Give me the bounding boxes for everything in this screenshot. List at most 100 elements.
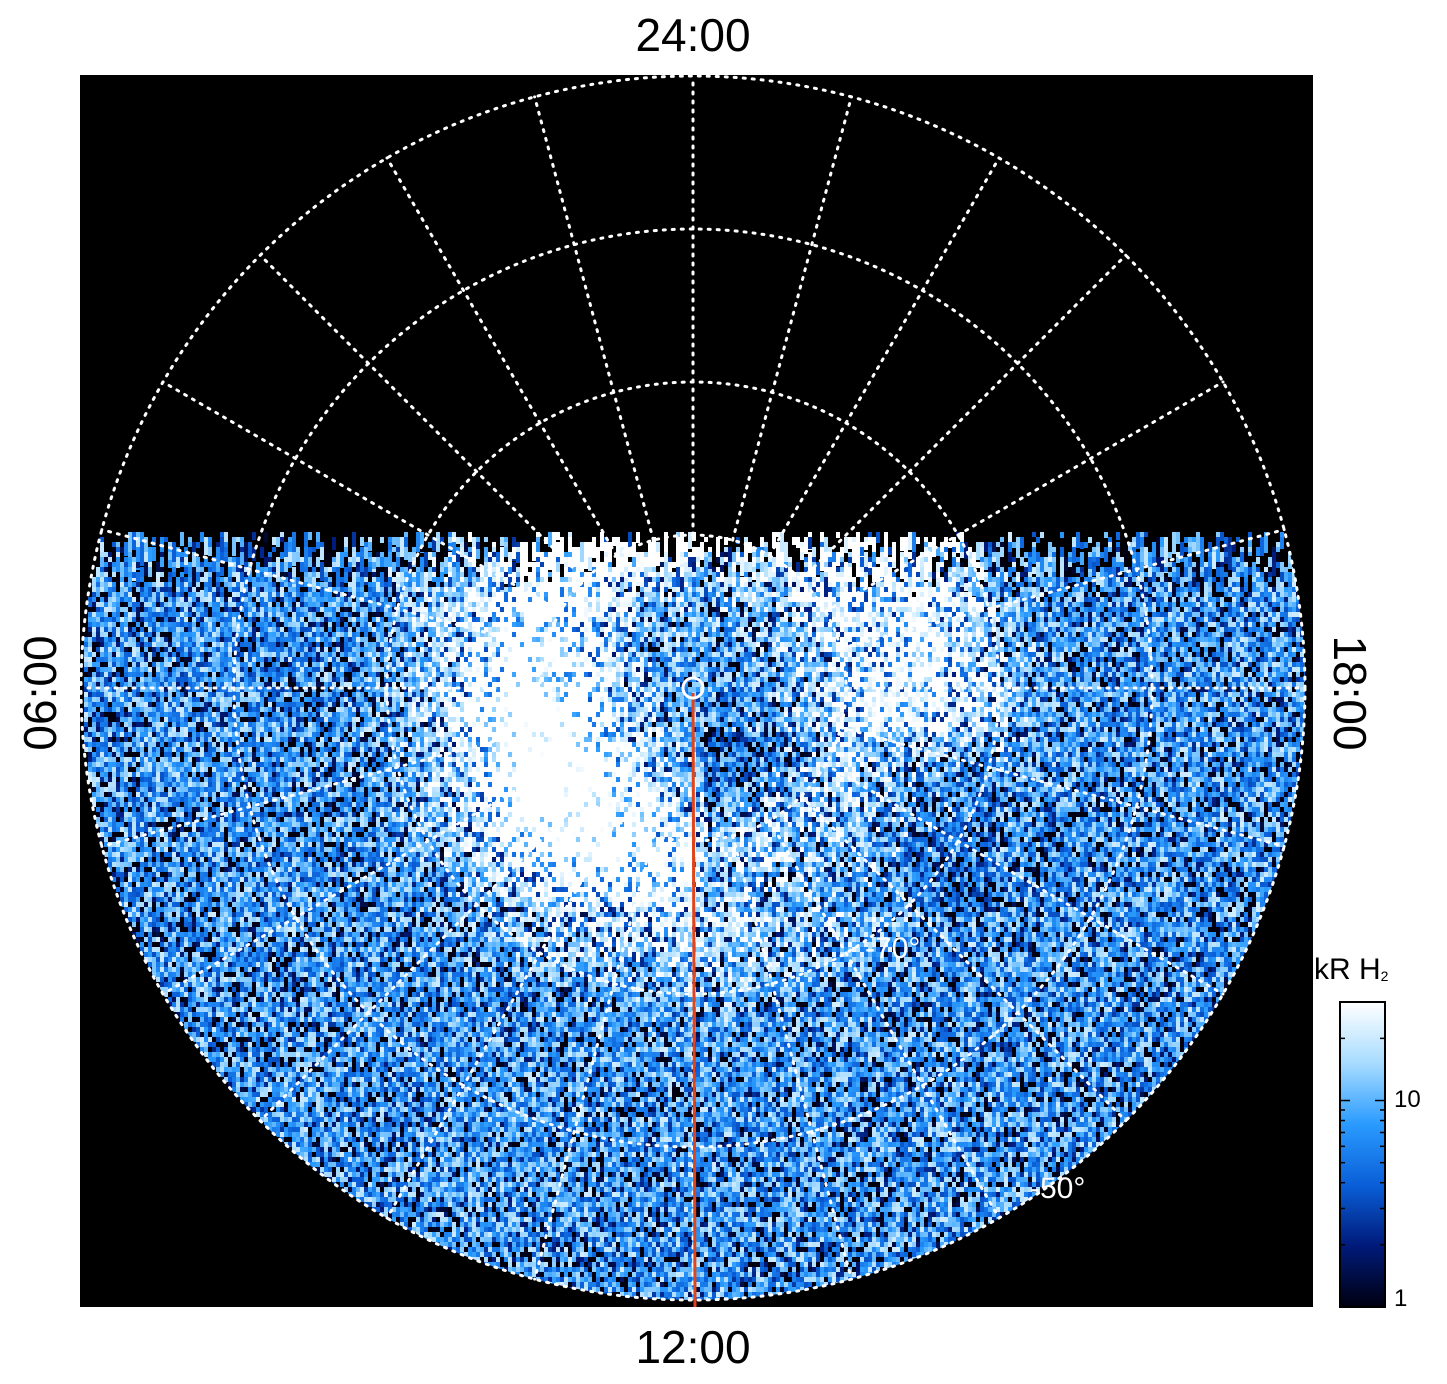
emission-cell (1004, 542, 1008, 552)
emission-cell (588, 557, 592, 571)
emission-cell (556, 532, 560, 540)
emission-cell (132, 562, 136, 581)
emission-cell (260, 637, 264, 642)
emission-cell (500, 537, 504, 546)
emission-cell (184, 597, 188, 602)
emission-cell (640, 562, 644, 571)
emission-cell (984, 562, 988, 570)
emission-cell (1032, 547, 1036, 564)
emission-cell (112, 587, 116, 592)
emission-cell (460, 577, 464, 582)
emission-cell (592, 537, 596, 558)
emission-cell (492, 607, 496, 612)
emission-cell (956, 542, 960, 553)
emission-cell (376, 577, 380, 582)
emission-cell (960, 552, 964, 558)
emission-cell (244, 542, 248, 563)
emission-cell (924, 542, 928, 547)
emission-cell (760, 597, 764, 602)
emission-cell (984, 577, 988, 582)
emission-cell (752, 612, 756, 617)
emission-cell (1148, 612, 1152, 617)
emission-cell (584, 622, 588, 627)
emission-cell (824, 577, 828, 598)
emission-cell (500, 582, 504, 590)
emission-cell (944, 552, 948, 560)
emission-cell (708, 562, 712, 569)
emission-cell (172, 542, 176, 564)
emission-cell (492, 567, 496, 572)
emission-cell (860, 597, 864, 602)
emission-cell (428, 572, 432, 581)
emission-cell (444, 627, 448, 632)
emission-cell (848, 537, 852, 549)
emission-cell (388, 552, 392, 568)
emission-cell (168, 602, 172, 607)
emission-cell (272, 587, 276, 592)
emission-cell (516, 572, 520, 577)
emission-cell (900, 572, 904, 578)
emission-cell (1284, 582, 1288, 587)
emission-cell (512, 547, 516, 559)
emission-cell (1148, 587, 1152, 594)
emission-cell (1052, 552, 1056, 557)
emission-cell (1096, 572, 1100, 585)
emission-cell (352, 557, 356, 565)
emission-cell (664, 612, 668, 617)
emission-cell (760, 602, 764, 607)
emission-cell (956, 567, 960, 574)
emission-cell (1004, 617, 1008, 622)
emission-cell (276, 537, 280, 547)
emission-cell (1100, 552, 1104, 558)
emission-cell (1020, 557, 1024, 566)
emission-cell (368, 542, 372, 551)
emission-cell (660, 622, 664, 627)
emission-cell (436, 612, 440, 617)
emission-cell (1148, 562, 1152, 567)
emission-cell (1116, 632, 1120, 637)
emission-cell (196, 557, 200, 567)
emission-cell (428, 552, 432, 560)
emission-cell (1276, 562, 1280, 568)
emission-cell (1040, 532, 1044, 538)
emission-cell (636, 577, 640, 582)
emission-cell (1068, 577, 1072, 583)
emission-cell (964, 577, 968, 583)
emission-cell (468, 602, 472, 607)
emission-cell (312, 607, 316, 612)
emission-cell (1260, 537, 1264, 556)
emission-cell (1088, 557, 1092, 569)
emission-cell (1096, 612, 1100, 617)
emission-cell (920, 612, 924, 617)
emission-cell (436, 552, 440, 572)
emission-cell (1240, 607, 1244, 612)
emission-cell (1080, 542, 1084, 549)
emission-cell (516, 552, 520, 563)
emission-cell (1008, 552, 1012, 562)
emission-cell (1224, 552, 1228, 557)
emission-cell (292, 532, 296, 548)
emission-cell (684, 607, 688, 612)
emission-cell (84, 632, 88, 637)
emission-cell (1028, 602, 1032, 607)
emission-cell (612, 537, 616, 546)
emission-cell (800, 552, 804, 560)
emission-cell (988, 547, 992, 554)
emission-cell (320, 587, 324, 597)
emission-cell (736, 552, 740, 562)
emission-cell (124, 542, 128, 556)
emission-cell (724, 557, 728, 562)
emission-cell (600, 592, 604, 597)
emission-cell (224, 562, 228, 572)
emission-cell (132, 572, 136, 578)
emission-cell (180, 617, 184, 622)
emission-cell (112, 572, 116, 577)
emission-cell (132, 532, 136, 550)
emission-cell (1136, 532, 1140, 549)
emission-cell (124, 602, 128, 607)
emission-cell (104, 572, 108, 577)
emission-cell (572, 622, 576, 627)
emission-cell (996, 572, 1000, 577)
emission-cell (108, 617, 112, 622)
